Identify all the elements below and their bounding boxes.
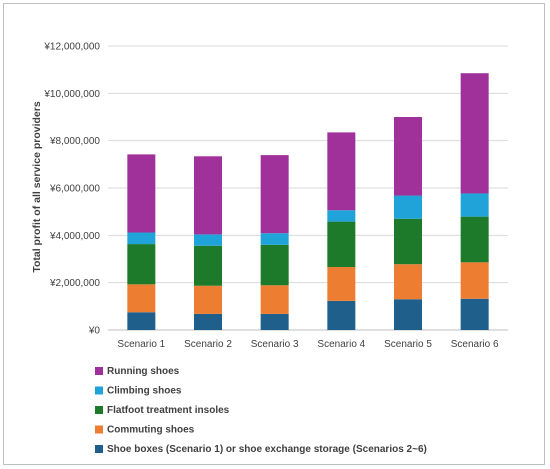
legend-swatch (95, 367, 103, 375)
legend-label: Flatfoot treatment insoles (107, 405, 230, 416)
bar-segment-1-1 (127, 312, 156, 330)
bar-segment-1-5 (394, 299, 422, 330)
bar-segment-1-3 (260, 313, 289, 330)
y-tick-label: ¥6,000,000 (49, 184, 100, 195)
legend-label: Shoe boxes (Scenario 1) or shoe exchange… (107, 444, 427, 455)
y-tick-label: ¥8,000,000 (49, 136, 100, 147)
bar-segment-1-4 (327, 300, 356, 330)
bar-segment-5-4 (327, 132, 356, 211)
legend-item: Commuting shoes (95, 425, 195, 436)
bar-segment-2-6 (460, 262, 489, 299)
bar-segment-4-2 (194, 234, 222, 246)
legend-swatch (95, 406, 103, 414)
legend: Running shoes Climbing shoes Flatfoot trea… (95, 366, 427, 455)
y-tick-label: ¥2,000,000 (49, 278, 100, 289)
y-tick-label: ¥0 (88, 326, 101, 337)
x-tick-label: Scenario 4 (317, 339, 365, 350)
bar-segment-4-6 (460, 193, 489, 217)
x-tick-label: Scenario 6 (451, 339, 499, 350)
bar-segment-4-3 (260, 233, 289, 245)
gridlines (108, 45, 508, 331)
bar-segment-5-1 (127, 154, 156, 233)
bar-segment-2-1 (127, 284, 156, 313)
bar-segment-4-4 (327, 210, 356, 222)
bar-segment-2-3 (260, 285, 289, 314)
legend-swatch (95, 425, 103, 434)
y-tick-label: ¥4,000,000 (49, 231, 100, 242)
y-tick-label: ¥12,000,000 (43, 42, 100, 53)
y-tick-label: ¥10,000,000 (43, 89, 100, 100)
bar-segment-2-4 (327, 267, 356, 301)
legend-item: Climbing shoes (95, 386, 182, 397)
bar-segment-3-4 (327, 221, 356, 268)
bar-segment-3-3 (260, 244, 289, 286)
x-tick-label: Scenario 2 (184, 339, 232, 350)
legend-swatch (95, 386, 103, 395)
bars (127, 73, 489, 330)
legend-item: Running shoes (95, 366, 180, 377)
x-tick-label: Scenario 5 (384, 339, 432, 350)
bar-segment-5-2 (194, 156, 222, 235)
bar-segment-4-5 (394, 195, 422, 219)
bar-segment-4-1 (127, 232, 156, 245)
x-axis-ticks: Scenario 1 Scenario 2 Scenario 3 Scenario 4… (117, 339, 499, 350)
legend-label: Running shoes (107, 366, 180, 377)
bar-segment-3-6 (460, 216, 489, 263)
bar-segment-2-2 (194, 285, 222, 314)
x-tick-label: Scenario 3 (251, 339, 299, 350)
legend-item: Flatfoot treatment insoles (95, 405, 230, 416)
legend-item: Shoe boxes (Scenario 1) or shoe exchange… (95, 444, 427, 455)
y-axis-label: Total profit of all service providers (31, 101, 43, 273)
x-tick-label: Scenario 1 (117, 339, 165, 350)
bar-segment-3-5 (394, 218, 422, 265)
bar-segment-3-2 (194, 245, 222, 286)
bar-segment-5-3 (260, 155, 289, 234)
bar-segment-1-6 (460, 298, 489, 330)
bar-segment-5-6 (460, 73, 489, 194)
bar-segment-1-2 (194, 313, 222, 330)
legend-swatch (95, 445, 103, 453)
legend-label: Commuting shoes (107, 425, 195, 436)
bar-segment-3-1 (127, 244, 156, 285)
y-axis-ticks: ¥0 ¥2,000,000 ¥4,000,000 ¥6,000,000 ¥8,000,0… (43, 42, 100, 337)
legend-label: Climbing shoes (107, 386, 182, 397)
bar-segment-2-5 (394, 264, 422, 300)
bar-segment-5-5 (394, 117, 422, 196)
